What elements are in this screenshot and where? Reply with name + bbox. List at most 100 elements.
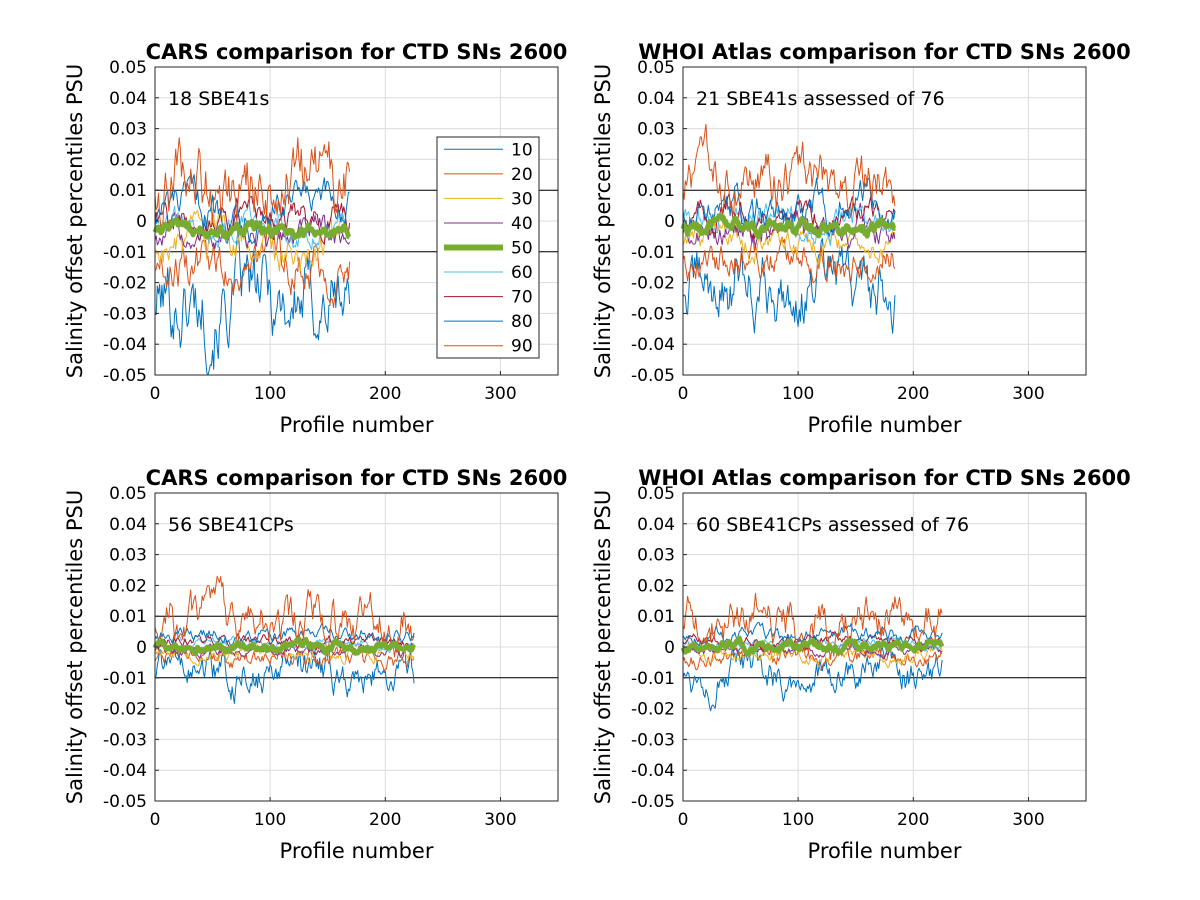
y-tick-label: 0.02 bbox=[637, 576, 675, 596]
y-tick-label: -0.05 bbox=[631, 792, 675, 812]
y-tick-label: -0.05 bbox=[631, 366, 675, 386]
y-axis-label: Salinity offset percentiles PSU bbox=[591, 490, 615, 804]
y-axis-label: Salinity offset percentiles PSU bbox=[63, 64, 87, 378]
y-tick-label: -0.03 bbox=[103, 304, 147, 324]
series-lines bbox=[680, 592, 945, 712]
series-line-20 bbox=[154, 218, 351, 309]
x-tick-label: 300 bbox=[1012, 384, 1044, 404]
legend-label-60: 60 bbox=[511, 263, 533, 283]
y-tick-label: 0.02 bbox=[109, 150, 147, 170]
chart-panel-whoi-sbe41cp: 0 100 200 300 -0.05 -0.04 -0.03 -0.02 -0.01 0 0.01… bbox=[591, 466, 1131, 863]
x-tick-label: 300 bbox=[484, 384, 516, 404]
legend-label-40: 40 bbox=[511, 214, 533, 234]
y-tick-label: -0.04 bbox=[103, 335, 147, 355]
legend-label-50: 50 bbox=[511, 239, 533, 259]
tick-labels: 0 100 200 300 -0.05 -0.04 -0.03 -0.02 -0.01 0 0.01… bbox=[631, 58, 1045, 404]
series-line-10 bbox=[682, 237, 896, 334]
y-tick-label: 0 bbox=[136, 212, 147, 232]
x-tick-label: 200 bbox=[897, 810, 929, 830]
chart-panel-whoi-sbe41: 0 100 200 300 -0.05 -0.04 -0.03 -0.02 -0.01 0 0.01… bbox=[591, 40, 1131, 437]
x-tick-label: 200 bbox=[897, 384, 929, 404]
legend: 10 20 30 40 50 60 70 80 90 bbox=[436, 136, 540, 359]
x-tick-label: 100 bbox=[782, 810, 814, 830]
y-tick-label: 0.05 bbox=[637, 484, 675, 504]
y-tick-label: 0.01 bbox=[109, 607, 147, 627]
y-tick-label: -0.05 bbox=[103, 366, 147, 386]
legend-label-90: 90 bbox=[511, 337, 533, 357]
legend-label-10: 10 bbox=[511, 140, 533, 160]
x-tick-label: 0 bbox=[150, 810, 161, 830]
y-tick-label: 0.03 bbox=[109, 120, 147, 140]
y-tick-label: -0.01 bbox=[631, 243, 675, 263]
chart-title: CARS comparison for CTD SNs 2600 bbox=[146, 40, 568, 64]
y-tick-label: 0.02 bbox=[637, 150, 675, 170]
y-tick-label: -0.03 bbox=[103, 730, 147, 750]
series-line-60 bbox=[682, 203, 896, 247]
y-tick-label: -0.01 bbox=[631, 669, 675, 689]
y-tick-label: 0 bbox=[664, 638, 675, 658]
y-tick-label: -0.02 bbox=[631, 700, 675, 720]
tick-labels: 0 100 200 300 -0.05 -0.04 -0.03 -0.02 -0.01 0 0.01… bbox=[103, 484, 517, 830]
y-tick-label: -0.02 bbox=[103, 274, 147, 294]
y-tick-label: 0.01 bbox=[637, 181, 675, 201]
annotation-label: 56 SBE41CPs bbox=[168, 514, 294, 536]
x-tick-label: 300 bbox=[484, 810, 516, 830]
annotation-label: 21 SBE41s assessed of 76 bbox=[696, 88, 945, 110]
series-line-10 bbox=[154, 229, 351, 376]
series-lines bbox=[152, 137, 351, 376]
x-axis-label: Profile number bbox=[808, 839, 962, 863]
x-axis-label: Profile number bbox=[808, 413, 962, 437]
chart-panel-cars-sbe41: 0 100 200 300 -0.05 -0.04 -0.03 -0.02 -0.01 0 0.01… bbox=[63, 40, 567, 437]
series-line-50 bbox=[680, 213, 897, 239]
legend-label-70: 70 bbox=[511, 288, 533, 308]
y-tick-label: 0 bbox=[136, 638, 147, 658]
series-line-80 bbox=[154, 622, 415, 647]
series-line-50 bbox=[152, 636, 416, 657]
legend-label-30: 30 bbox=[511, 189, 533, 209]
legend-label-20: 20 bbox=[511, 165, 533, 185]
series-line-30 bbox=[682, 642, 943, 669]
y-tick-label: -0.04 bbox=[631, 761, 675, 781]
y-tick-label: 0.03 bbox=[637, 120, 675, 140]
chart-title: CARS comparison for CTD SNs 2600 bbox=[146, 466, 568, 490]
y-tick-label: 0.04 bbox=[637, 515, 675, 535]
series-lines bbox=[152, 575, 416, 704]
y-tick-label: 0 bbox=[664, 212, 675, 232]
y-axis-label: Salinity offset percentiles PSU bbox=[591, 64, 615, 378]
series-line-10 bbox=[682, 642, 943, 712]
x-tick-label: 200 bbox=[369, 384, 401, 404]
y-tick-label: 0.04 bbox=[637, 89, 675, 109]
annotation-label: 18 SBE41s bbox=[168, 88, 269, 110]
y-tick-label: 0.01 bbox=[637, 607, 675, 627]
y-tick-label: 0.04 bbox=[109, 89, 147, 109]
x-tick-label: 0 bbox=[678, 384, 689, 404]
y-tick-label: 0.05 bbox=[637, 58, 675, 78]
reference-lines bbox=[155, 615, 558, 679]
y-tick-label: 0.03 bbox=[109, 546, 147, 566]
legend-label-80: 80 bbox=[511, 312, 533, 332]
y-tick-label: -0.05 bbox=[103, 792, 147, 812]
series-line-50 bbox=[680, 635, 945, 657]
x-tick-label: 0 bbox=[678, 810, 689, 830]
x-tick-label: 100 bbox=[254, 810, 286, 830]
x-tick-label: 100 bbox=[254, 384, 286, 404]
chart-panel-cars-sbe41cp: 0 100 200 300 -0.05 -0.04 -0.03 -0.02 -0.01 0 0.01… bbox=[63, 466, 567, 863]
tick-labels: 0 100 200 300 -0.05 -0.04 -0.03 -0.02 -0.01 0 0.01… bbox=[631, 484, 1045, 830]
y-tick-label: 0.03 bbox=[637, 546, 675, 566]
y-tick-label: 0.02 bbox=[109, 576, 147, 596]
x-tick-label: 100 bbox=[782, 384, 814, 404]
chart-title: WHOI Atlas comparison for CTD SNs 2600 bbox=[638, 40, 1131, 64]
y-axis-label: Salinity offset percentiles PSU bbox=[63, 490, 87, 804]
tick-labels: 0 100 200 300 -0.05 -0.04 -0.03 -0.02 -0.01 0 0.01… bbox=[103, 58, 517, 404]
series-line-20 bbox=[682, 236, 896, 284]
annotation-label: 60 SBE41CPs assessed of 76 bbox=[696, 514, 969, 536]
series-line-90 bbox=[154, 575, 415, 659]
series-lines bbox=[680, 123, 897, 334]
y-tick-label: 0.01 bbox=[109, 181, 147, 201]
y-tick-label: -0.03 bbox=[631, 730, 675, 750]
y-tick-label: 0.04 bbox=[109, 515, 147, 535]
y-tick-label: -0.02 bbox=[631, 274, 675, 294]
series-line-90 bbox=[682, 123, 896, 217]
chart-title: WHOI Atlas comparison for CTD SNs 2600 bbox=[638, 466, 1131, 490]
series-line-90 bbox=[154, 137, 351, 229]
